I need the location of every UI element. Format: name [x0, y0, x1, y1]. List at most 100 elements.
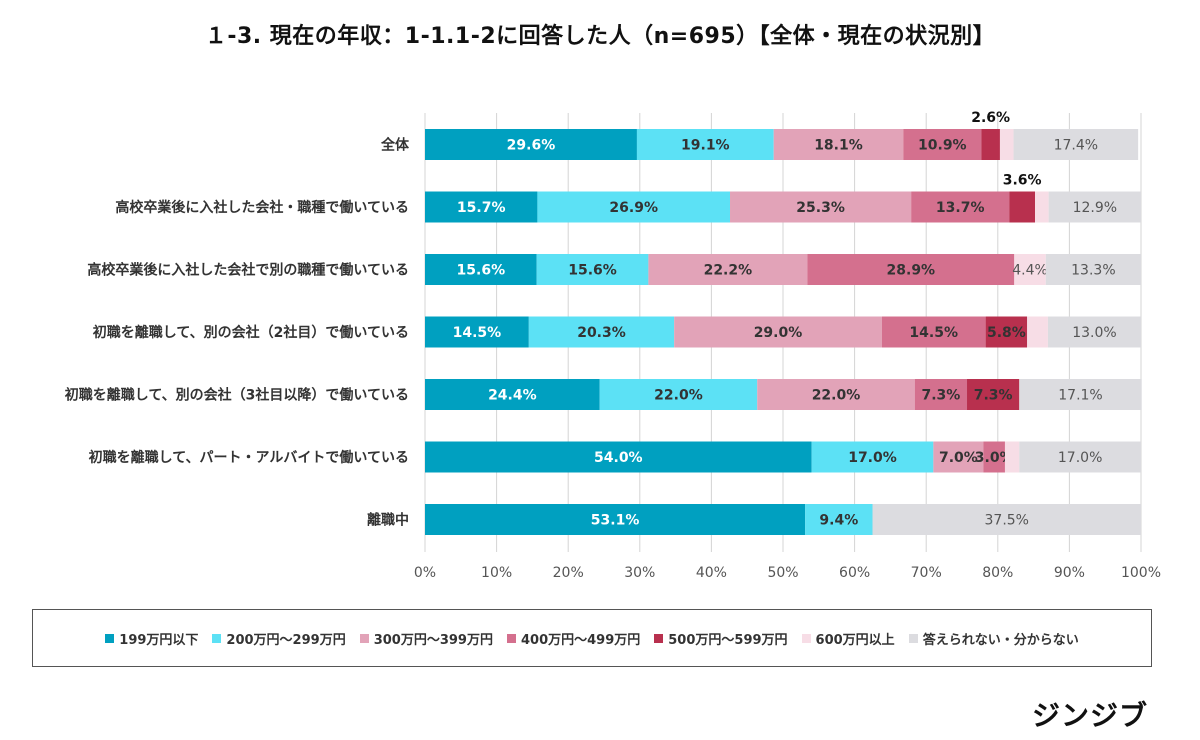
- data-label: 10.9%: [918, 138, 967, 154]
- chart-legend: 199万円以下 200万円～299万円 300万円～399万円 400万円～499万円…: [32, 609, 1152, 667]
- data-label: 13.3%: [1071, 263, 1115, 279]
- category-label: 離職中: [367, 512, 409, 529]
- data-label: 29.0%: [754, 325, 803, 341]
- legend-item: 答えられない・分からない: [908, 629, 1079, 648]
- brand-logo: ジンジブ: [1031, 699, 1148, 732]
- bar-segment: [1048, 191, 1141, 223]
- legend-swatch: [212, 633, 222, 643]
- data-label: 18.1%: [814, 138, 863, 154]
- data-label: 5.8%: [987, 325, 1026, 341]
- data-label: 7.0%: [939, 450, 978, 466]
- bar-segment: [425, 191, 538, 223]
- bar-segment: [985, 316, 1028, 348]
- bar-segment: [1019, 441, 1141, 473]
- bar-segment: [1027, 316, 1048, 348]
- bar-segment: [425, 504, 806, 535]
- bar-segment: [805, 504, 873, 535]
- category-label: 全体: [380, 137, 410, 154]
- data-label: 22.0%: [812, 388, 861, 404]
- data-label: 25.3%: [796, 200, 845, 216]
- legend-item: 500万円～599万円: [654, 629, 788, 648]
- bar-segment: [528, 316, 675, 348]
- x-tick-label: 10%: [481, 565, 512, 581]
- bar-segment: [1019, 379, 1142, 410]
- data-label: 17.4%: [1054, 138, 1098, 154]
- x-tick-label: 30%: [624, 565, 655, 581]
- bar-segment: [425, 316, 529, 348]
- data-label: 24.4%: [488, 388, 537, 404]
- data-label: 7.3%: [921, 388, 960, 404]
- legend-swatch: [801, 633, 811, 643]
- legend-label: 300万円～399万円: [373, 632, 493, 648]
- bar-segment: [757, 379, 915, 410]
- category-label: 初職を離職して、パート・アルバイトで働いている: [89, 449, 409, 466]
- data-label: 17.1%: [1058, 388, 1102, 404]
- legend-swatch: [654, 633, 664, 643]
- x-tick-label: 60%: [839, 565, 870, 581]
- legend-label: 答えられない・分からない: [922, 632, 1079, 648]
- bar-segment: [425, 254, 537, 285]
- legend-label: 200万円～299万円: [226, 632, 346, 648]
- bar-segment: [1009, 191, 1036, 223]
- bar-segment: [730, 191, 912, 223]
- category-label: 初職を離職して、別の会社（2社目）で働いている: [93, 324, 409, 341]
- data-label: 13.0%: [1072, 325, 1116, 341]
- x-tick-label: 40%: [696, 565, 727, 581]
- x-tick-label: 100%: [1121, 565, 1161, 581]
- data-label: 14.5%: [909, 325, 958, 341]
- data-label: 29.6%: [507, 138, 556, 154]
- legend-item: 600万円以上: [801, 629, 895, 648]
- x-tick-label: 50%: [767, 565, 798, 581]
- stacked-bar-chart: 0% 10% 20% 30% 40% 50% 60% 70% 80% 90% 100% 全体 29.6%…: [65, 110, 1161, 581]
- legend-swatch: [359, 633, 369, 643]
- data-label: 26.9%: [609, 200, 658, 216]
- data-label: 2.6%: [971, 110, 1010, 126]
- legend-swatch: [506, 633, 516, 643]
- legend-item: 199万円以下: [105, 629, 198, 648]
- data-label: 20.3%: [577, 325, 626, 341]
- legend-swatch: [105, 633, 115, 643]
- data-label: 3.0%: [975, 450, 1014, 466]
- bar-segment: [933, 441, 984, 473]
- data-label: 17.0%: [1058, 450, 1102, 466]
- bar-segment: [537, 191, 731, 223]
- data-label: 22.0%: [654, 388, 703, 404]
- bar-segment: [999, 129, 1014, 160]
- data-label: 37.5%: [985, 513, 1029, 529]
- data-label: 4.4%: [1012, 263, 1048, 279]
- x-tick-label: 80%: [982, 565, 1013, 581]
- legend-item: 400万円～499万円: [506, 629, 641, 648]
- data-label: 14.5%: [453, 325, 502, 341]
- bar-segment: [1004, 441, 1020, 473]
- chart-title: １-3. 現在の年収：1-1.1-2に回答した人（n=695）【全体・現在の状況…: [204, 24, 996, 49]
- bar-segment: [872, 504, 1141, 535]
- category-label: 初職を離職して、別の会社（3社目以降）で働いている: [65, 387, 409, 404]
- data-label: 13.7%: [936, 200, 985, 216]
- category-label: 高校卒業後に入社した会社・職種で働いている: [115, 199, 409, 216]
- data-label: 12.9%: [1073, 200, 1117, 216]
- bar-segment: [425, 441, 812, 473]
- data-label: 15.6%: [568, 263, 617, 279]
- bar-segment: [536, 254, 649, 285]
- bar-segment: [911, 191, 1010, 223]
- data-label: 54.0%: [594, 450, 643, 466]
- legend-swatch: [908, 633, 918, 643]
- bar-segment: [1035, 191, 1049, 223]
- bar-segment: [811, 441, 934, 473]
- x-tick-label: 70%: [911, 565, 942, 581]
- data-label: 9.4%: [819, 513, 858, 529]
- bar-segment: [983, 441, 1005, 473]
- bar-segment: [599, 379, 758, 410]
- data-label: 15.7%: [457, 200, 506, 216]
- legend-label: 400万円～499万円: [520, 632, 641, 648]
- legend-label: 600万円以上: [815, 632, 895, 648]
- bar-segment: [636, 129, 774, 160]
- data-label: 28.9%: [887, 263, 936, 279]
- legend-item: 200万円～299万円: [212, 629, 346, 648]
- data-label: 15.6%: [457, 263, 506, 279]
- bar-segment: [914, 379, 968, 410]
- bar-segment: [1014, 254, 1046, 285]
- data-label: 3.6%: [1003, 173, 1042, 189]
- bar-segment: [1045, 254, 1141, 285]
- data-label: 17.0%: [848, 450, 897, 466]
